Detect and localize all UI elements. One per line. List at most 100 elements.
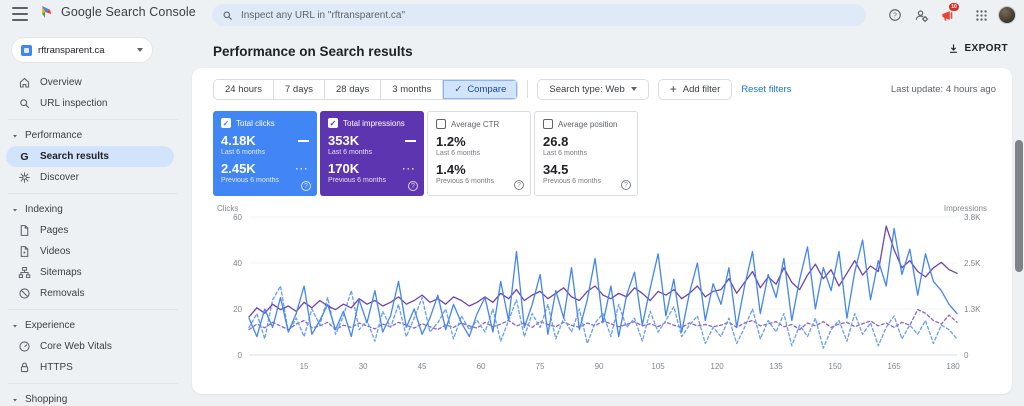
metric-card-label: Average CTR <box>451 119 500 129</box>
apps-grid-icon[interactable] <box>968 2 994 28</box>
filter-divider <box>527 80 529 98</box>
date-range-24-hours[interactable]: 24 hours <box>214 79 274 99</box>
dotted-line-legend-icon: ··· <box>295 163 309 174</box>
announcements-icon[interactable]: 10 <box>934 2 960 28</box>
help-icon[interactable]: ? <box>621 180 631 190</box>
metric-cards: ✓ Total clicks 4.18K Last 6 months 2.45K ··· P… <box>213 111 638 196</box>
window-scrollbar[interactable] <box>1015 140 1023 272</box>
sidebar-divider <box>8 193 178 194</box>
metric-primary-value: 1.2% <box>436 134 466 149</box>
checkbox-unchecked-icon[interactable] <box>436 119 446 129</box>
right-axis-tick: 3.8K <box>964 213 981 222</box>
video-icon <box>18 245 31 258</box>
menu-icon[interactable] <box>12 7 28 21</box>
sidebar-item-label: Performance <box>25 130 83 141</box>
chevron-down-icon <box>11 396 19 404</box>
date-range-28-days[interactable]: 28 days <box>324 79 382 99</box>
left-axis-tick: 60 <box>233 213 242 222</box>
metric-primary-caption: Last 6 months <box>221 149 265 156</box>
performance-panel: 24 hours 7 days 28 days 3 months ✓ Compare Se… <box>192 68 1012 394</box>
metric-card-average-ctr[interactable]: Average CTR 1.2% Last 6 months 1.4% Previous… <box>427 111 531 196</box>
app-logo[interactable]: Google Search Console <box>38 4 196 20</box>
performance-chart[interactable]: 60 3.8K 40 2.5K 20 1.3K 0 0 Clicks Impressions 15 3… <box>213 203 991 394</box>
lock-icon <box>18 361 31 374</box>
sidebar-item-discover[interactable]: Discover <box>0 167 190 188</box>
metric-card-total-impressions[interactable]: ✓ Total impressions 353K Last 6 months 170K ·… <box>320 111 424 196</box>
right-axis-tick: 0 <box>964 351 969 360</box>
date-range-3-months[interactable]: 3 months <box>381 79 444 99</box>
property-selector[interactable]: rftransparent.ca <box>12 38 152 62</box>
add-filter-label: Add filter <box>682 83 721 95</box>
sidebar-section-performance[interactable]: Performance <box>0 125 190 146</box>
help-icon[interactable]: ? <box>514 180 524 190</box>
sidebar-item-label: URL inspection <box>40 98 108 109</box>
sidebar-item-https[interactable]: HTTPS <box>0 357 190 378</box>
sidebar-item-pages[interactable]: Pages <box>0 220 190 241</box>
checkbox-unchecked-icon[interactable] <box>543 119 553 129</box>
last-update-text: Last update: 4 hours ago <box>890 84 996 95</box>
search-icon <box>222 10 233 21</box>
sidebar: rftransparent.ca Overview URL inspection P… <box>0 30 190 406</box>
url-inspect-input[interactable] <box>241 9 856 21</box>
help-icon[interactable]: ? <box>882 2 908 28</box>
sidebar-nav: Overview URL inspection Performance G Search… <box>0 72 190 406</box>
sidebar-item-removals[interactable]: Removals <box>0 283 190 304</box>
sidebar-item-core-web-vitals[interactable]: Core Web Vitals <box>0 336 190 357</box>
x-axis-tick: 165 <box>887 362 901 371</box>
sidebar-section-experience[interactable]: Experience <box>0 315 190 336</box>
sidebar-divider <box>8 383 178 384</box>
metric-secondary-value: 1.4% <box>436 162 466 177</box>
date-range-7-days[interactable]: 7 days <box>273 79 325 99</box>
plus-icon: + <box>669 82 677 96</box>
svg-text:G: G <box>20 151 28 163</box>
sidebar-item-url-inspection[interactable]: URL inspection <box>0 93 190 114</box>
sidebar-item-label: Experience <box>25 320 76 331</box>
checkbox-checked-icon[interactable]: ✓ <box>221 118 231 128</box>
help-icon[interactable]: ? <box>408 181 418 191</box>
search-type-chip[interactable]: Search type: Web <box>537 78 649 100</box>
metric-card-label: Average position <box>558 119 618 129</box>
x-axis-tick: 150 <box>828 362 842 371</box>
check-icon: ✓ <box>454 83 463 95</box>
metric-card-total-clicks[interactable]: ✓ Total clicks 4.18K Last 6 months 2.45K ··· P… <box>213 111 317 196</box>
compare-tab[interactable]: ✓ Compare <box>443 79 518 99</box>
sidebar-divider <box>8 119 178 120</box>
checkbox-checked-icon[interactable]: ✓ <box>328 118 338 128</box>
series-clicks-last-6-months <box>248 227 958 338</box>
help-icon[interactable]: ? <box>301 181 311 191</box>
metric-card-average-position[interactable]: Average position 26.8 Last 6 months 34.5 Pre… <box>534 111 638 196</box>
metric-primary-caption: Last 6 months <box>543 150 587 157</box>
x-axis-tick: 105 <box>651 362 665 371</box>
sitemap-icon <box>18 266 31 279</box>
chevron-down-icon <box>11 132 19 140</box>
x-axis-tick: 135 <box>769 362 783 371</box>
search-icon <box>18 97 31 110</box>
sidebar-item-overview[interactable]: Overview <box>0 72 190 93</box>
filter-row: 24 hours 7 days 28 days 3 months ✓ Compare Se… <box>213 77 998 101</box>
reset-filters-link[interactable]: Reset filters <box>741 83 792 95</box>
metric-primary-value: 353K <box>328 133 360 148</box>
left-axis-tick: 20 <box>233 305 242 314</box>
export-button[interactable]: EXPORT <box>948 43 1008 54</box>
add-filter-chip[interactable]: + Add filter <box>657 78 733 100</box>
top-bar: Google Search Console ? 10 <box>0 0 1024 30</box>
chevron-down-icon <box>11 206 19 214</box>
avatar[interactable] <box>994 2 1020 28</box>
export-label: EXPORT <box>964 43 1008 54</box>
compare-label: Compare <box>467 83 507 95</box>
topbar-actions: ? 10 <box>882 0 1020 30</box>
url-inspect-searchbar[interactable] <box>212 4 866 26</box>
metric-primary-value: 4.18K <box>221 133 256 148</box>
x-axis-tick: 45 <box>418 362 427 371</box>
date-range-group: 24 hours 7 days 28 days 3 months ✓ Compare <box>213 78 519 100</box>
sidebar-item-videos[interactable]: Videos <box>0 241 190 262</box>
user-settings-icon[interactable] <box>908 2 934 28</box>
sidebar-section-shopping[interactable]: Shopping <box>0 389 190 406</box>
solid-line-legend-icon <box>298 139 309 142</box>
x-axis-tick: 60 <box>477 362 486 371</box>
series-impressions-last-6-months <box>248 225 958 318</box>
right-axis-label: Impressions <box>944 204 987 213</box>
sidebar-item-sitemaps[interactable]: Sitemaps <box>0 262 190 283</box>
sidebar-section-indexing[interactable]: Indexing <box>0 199 190 220</box>
sidebar-item-search-results[interactable]: G Search results <box>6 146 174 167</box>
